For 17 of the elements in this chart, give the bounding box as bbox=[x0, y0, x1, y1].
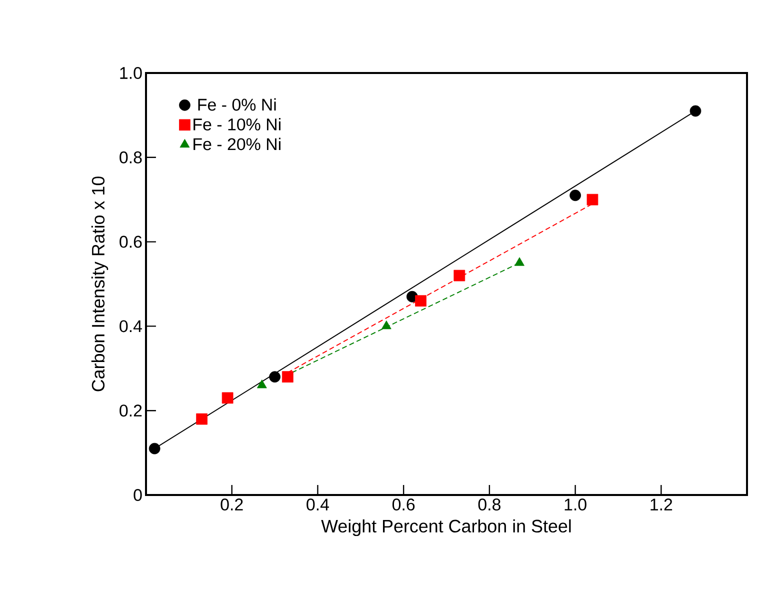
x-tick-label: 1.0 bbox=[564, 498, 586, 511]
y-tick-label: 0 bbox=[134, 489, 142, 501]
y-tick-label: 0.6 bbox=[120, 236, 142, 248]
x-tick-label: 1.2 bbox=[650, 498, 672, 510]
legend-label: Fe - 0% Ni bbox=[198, 98, 276, 111]
y-axis-title: Carbon Intensity Ratio x 10 bbox=[91, 176, 108, 392]
x-tick-label: 0.4 bbox=[306, 498, 329, 511]
x-tick-label: 0.2 bbox=[220, 498, 243, 511]
x-axis-title: Weight Percent Carbon in Steel bbox=[321, 519, 571, 536]
y-tick-label: 0.8 bbox=[120, 151, 142, 164]
legend-label: Fe - 10% Ni bbox=[194, 118, 280, 130]
y-tick-label: 1.0 bbox=[120, 66, 142, 79]
x-tick-label: 0.6 bbox=[392, 498, 415, 511]
y-tick-label: 0.2 bbox=[120, 404, 142, 417]
legend-label: Fe - 20% Ni bbox=[194, 138, 280, 150]
y-tick-label: 0.4 bbox=[120, 320, 142, 332]
x-tick-label: 0.8 bbox=[478, 498, 500, 511]
